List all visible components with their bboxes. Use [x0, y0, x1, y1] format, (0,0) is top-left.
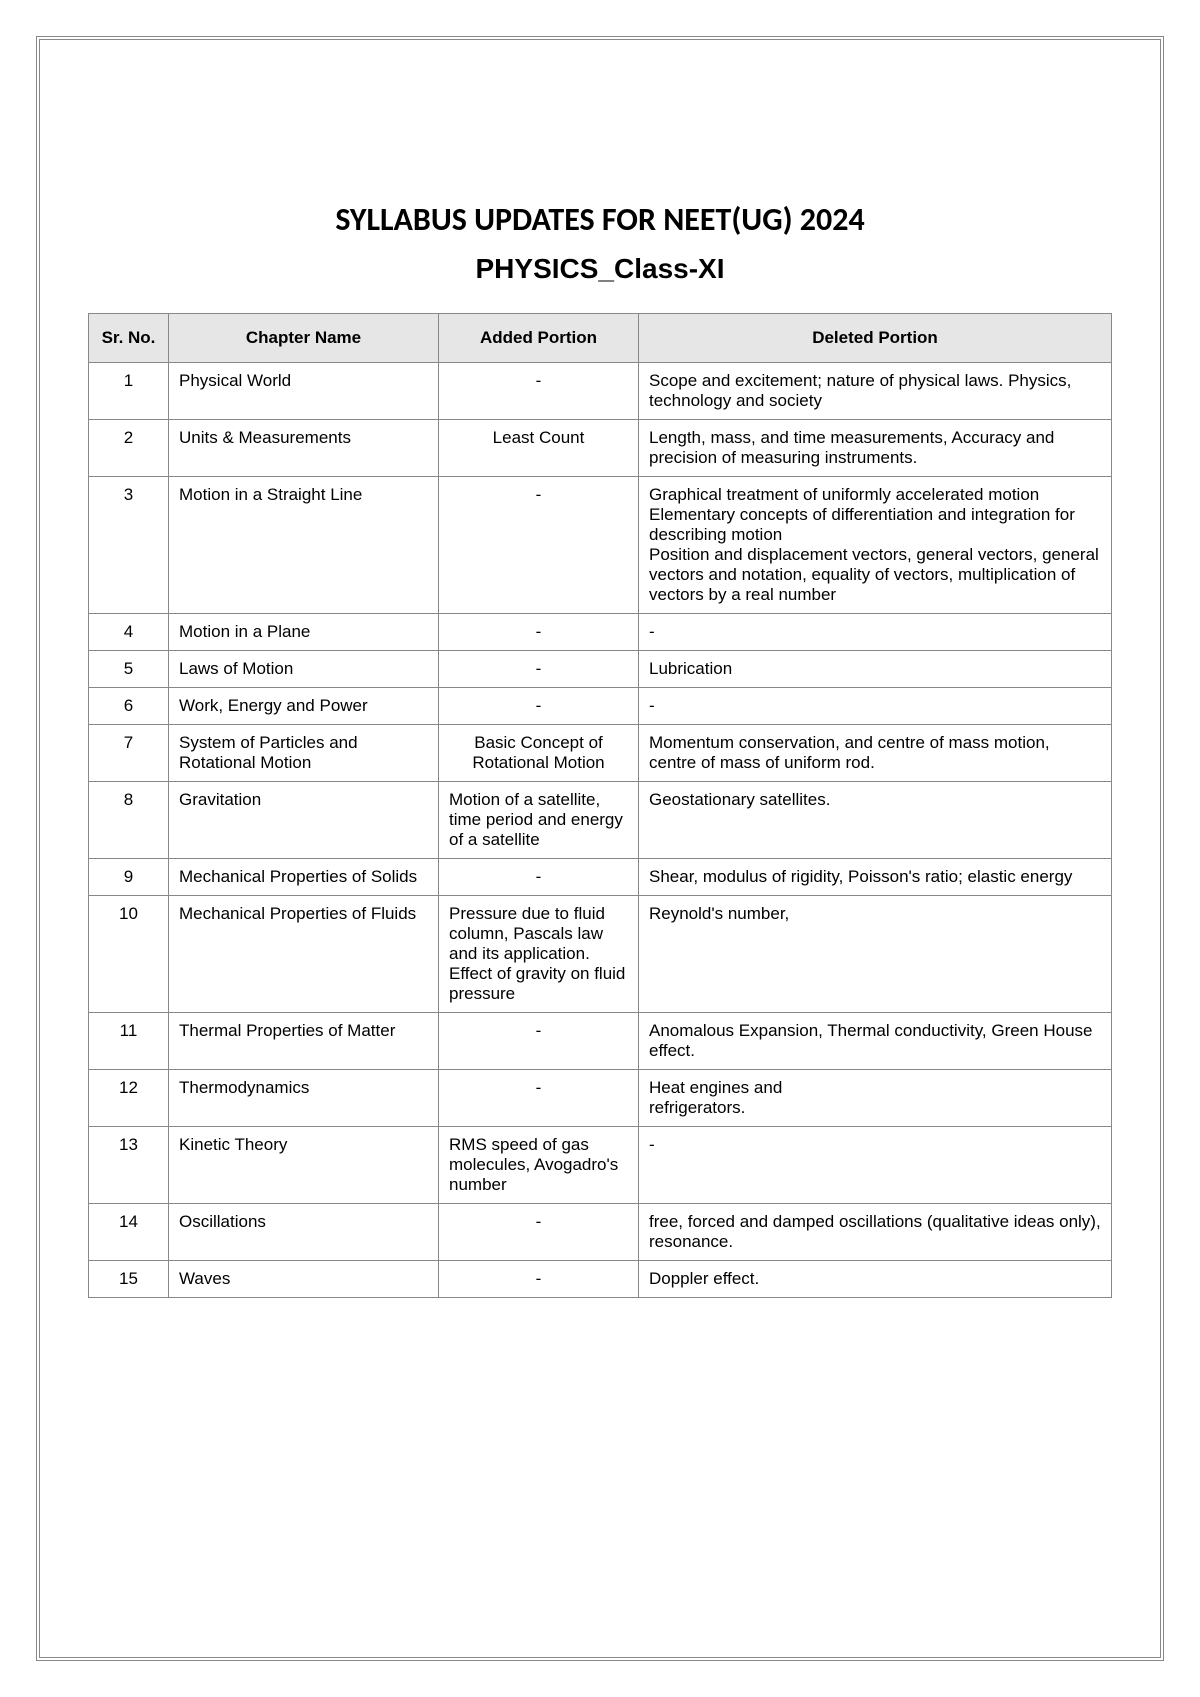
cell-chapter: Thermal Properties of Matter [169, 1013, 439, 1070]
cell-chapter: Oscillations [169, 1204, 439, 1261]
cell-deleted: - [639, 614, 1112, 651]
cell-chapter: Physical World [169, 363, 439, 420]
table-row: 13 Kinetic Theory RMS speed of gas molec… [89, 1127, 1112, 1204]
main-title: SYLLABUS UPDATES FOR NEET(UG) 2024 [88, 200, 1112, 239]
cell-deleted: Heat engines andrefrigerators. [639, 1070, 1112, 1127]
cell-deleted: - [639, 1127, 1112, 1204]
cell-sr: 4 [89, 614, 169, 651]
cell-chapter: Mechanical Properties of Fluids [169, 896, 439, 1013]
cell-added: - [439, 859, 639, 896]
cell-deleted: Momentum conservation, and centre of mas… [639, 725, 1112, 782]
table-row: 15 Waves - Doppler effect. [89, 1261, 1112, 1298]
cell-chapter: Work, Energy and Power [169, 688, 439, 725]
col-header-deleted: Deleted Portion [639, 314, 1112, 363]
table-row: 7 System of Particles and Rotational Mot… [89, 725, 1112, 782]
cell-chapter: Thermodynamics [169, 1070, 439, 1127]
cell-deleted: Geostationary satellites. [639, 782, 1112, 859]
cell-chapter: System of Particles and Rotational Motio… [169, 725, 439, 782]
cell-chapter: Waves [169, 1261, 439, 1298]
cell-sr: 13 [89, 1127, 169, 1204]
cell-sr: 6 [89, 688, 169, 725]
table-header-row: Sr. No. Chapter Name Added Portion Delet… [89, 314, 1112, 363]
cell-deleted: Graphical treatment of uniformly acceler… [639, 477, 1112, 614]
sub-title: PHYSICS_Class-XI [88, 253, 1112, 285]
cell-added: Pressure due to fluid column, Pascals la… [439, 896, 639, 1013]
cell-chapter: Units & Measurements [169, 420, 439, 477]
cell-chapter: Motion in a Plane [169, 614, 439, 651]
cell-deleted: Length, mass, and time measurements, Acc… [639, 420, 1112, 477]
table-row: 6 Work, Energy and Power - - [89, 688, 1112, 725]
cell-chapter: Kinetic Theory [169, 1127, 439, 1204]
cell-added: - [439, 477, 639, 614]
table-row: 5 Laws of Motion - Lubrication [89, 651, 1112, 688]
cell-deleted: Doppler effect. [639, 1261, 1112, 1298]
cell-sr: 11 [89, 1013, 169, 1070]
cell-sr: 1 [89, 363, 169, 420]
cell-added: - [439, 614, 639, 651]
cell-sr: 14 [89, 1204, 169, 1261]
cell-added: Least Count [439, 420, 639, 477]
table-row: 9 Mechanical Properties of Solids - Shea… [89, 859, 1112, 896]
cell-deleted: free, forced and damped oscillations (qu… [639, 1204, 1112, 1261]
table-row: 1 Physical World - Scope and excitement;… [89, 363, 1112, 420]
title-area: SYLLABUS UPDATES FOR NEET(UG) 2024 PHYSI… [88, 200, 1112, 285]
cell-chapter: Motion in a Straight Line [169, 477, 439, 614]
cell-deleted: Anomalous Expansion, Thermal conductivit… [639, 1013, 1112, 1070]
col-header-chapter: Chapter Name [169, 314, 439, 363]
cell-sr: 9 [89, 859, 169, 896]
table-row: 4 Motion in a Plane - - [89, 614, 1112, 651]
cell-sr: 3 [89, 477, 169, 614]
cell-sr: 2 [89, 420, 169, 477]
cell-chapter: Gravitation [169, 782, 439, 859]
table-row: 14 Oscillations - free, forced and dampe… [89, 1204, 1112, 1261]
cell-sr: 8 [89, 782, 169, 859]
cell-added: - [439, 1204, 639, 1261]
cell-added: - [439, 1261, 639, 1298]
table-row: 12 Thermodynamics - Heat engines andrefr… [89, 1070, 1112, 1127]
table-row: 11 Thermal Properties of Matter - Anomal… [89, 1013, 1112, 1070]
cell-added: - [439, 651, 639, 688]
col-header-sr: Sr. No. [89, 314, 169, 363]
cell-chapter: Mechanical Properties of Solids [169, 859, 439, 896]
table-row: 10 Mechanical Properties of Fluids Press… [89, 896, 1112, 1013]
cell-added: - [439, 688, 639, 725]
cell-sr: 12 [89, 1070, 169, 1127]
table-row: 3 Motion in a Straight Line - Graphical … [89, 477, 1112, 614]
table-body: 1 Physical World - Scope and excitement;… [89, 363, 1112, 1298]
cell-deleted: - [639, 688, 1112, 725]
cell-deleted: Reynold's number, [639, 896, 1112, 1013]
syllabus-table: Sr. No. Chapter Name Added Portion Delet… [88, 313, 1112, 1298]
page-frame: SYLLABUS UPDATES FOR NEET(UG) 2024 PHYSI… [36, 36, 1164, 1661]
cell-added: Basic Concept of Rotational Motion [439, 725, 639, 782]
cell-sr: 5 [89, 651, 169, 688]
cell-added: - [439, 363, 639, 420]
cell-added: RMS speed of gas molecules, Avogadro's n… [439, 1127, 639, 1204]
table-row: 2 Units & Measurements Least Count Lengt… [89, 420, 1112, 477]
cell-sr: 7 [89, 725, 169, 782]
cell-added: - [439, 1013, 639, 1070]
cell-added: Motion of a satellite, time period and e… [439, 782, 639, 859]
cell-sr: 15 [89, 1261, 169, 1298]
col-header-added: Added Portion [439, 314, 639, 363]
cell-deleted: Shear, modulus of rigidity, Poisson's ra… [639, 859, 1112, 896]
cell-added: - [439, 1070, 639, 1127]
cell-deleted: Scope and excitement; nature of physical… [639, 363, 1112, 420]
cell-deleted: Lubrication [639, 651, 1112, 688]
cell-sr: 10 [89, 896, 169, 1013]
cell-chapter: Laws of Motion [169, 651, 439, 688]
table-row: 8 Gravitation Motion of a satellite, tim… [89, 782, 1112, 859]
